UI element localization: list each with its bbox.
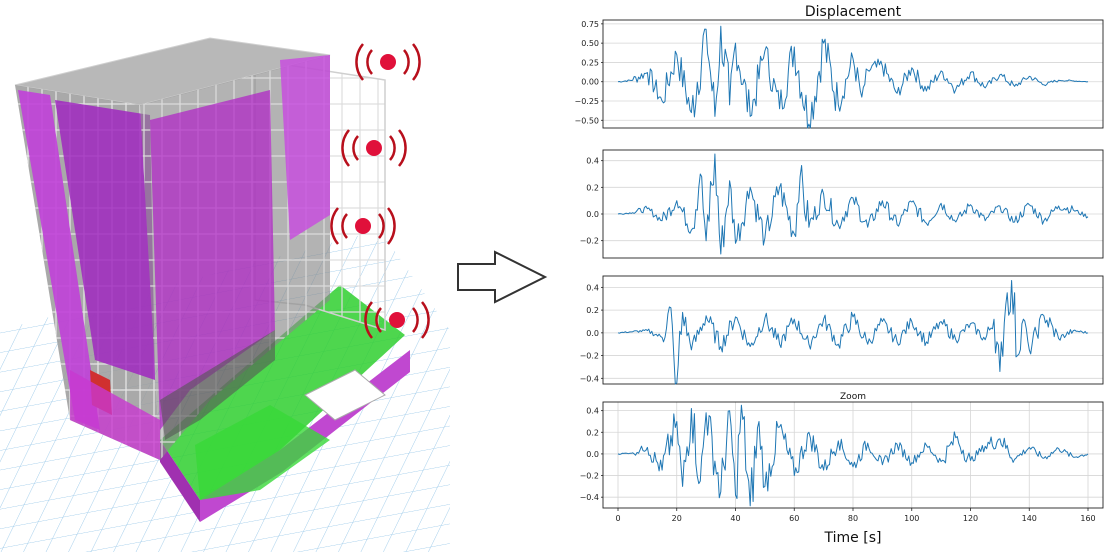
y-tick-label: 0.4: [586, 283, 599, 292]
x-tick-label: 100: [904, 514, 919, 523]
y-tick-label: −0.2: [580, 472, 599, 481]
series-line: [617, 25, 1089, 129]
x-tick-label: 60: [789, 514, 799, 523]
x-tick-label: 80: [848, 514, 858, 523]
chart-panel-2: 0.4 0.2 0.0 −0.2: [580, 149, 1104, 259]
facade-base-pink: [70, 370, 160, 460]
chart-title: Displacement: [805, 4, 902, 20]
x-tick-label: 160: [1080, 514, 1095, 523]
x-tick-label: 40: [730, 514, 740, 523]
y-tick-label: 0.0: [586, 210, 599, 219]
y-tick-label: 0.50: [581, 39, 599, 48]
series-line: [617, 404, 1089, 507]
y-tick-label: −0.4: [580, 493, 599, 502]
core-wall-mid: [55, 100, 155, 380]
y-tick-label: 0.25: [581, 58, 599, 67]
x-tick-label: 120: [963, 514, 978, 523]
slab-wall-left: [160, 440, 200, 522]
y-tick-label: 0.75: [581, 20, 599, 29]
y-tick-label: 0.00: [581, 78, 599, 87]
sensor-icon: [341, 129, 407, 167]
y-tick-label: −0.50: [574, 116, 599, 125]
plot-frame: [602, 275, 1104, 385]
series-line: [617, 153, 1089, 255]
y-tick-label: −0.2: [580, 237, 599, 246]
slab-opening: [304, 369, 386, 421]
y-tick-label: 0.4: [586, 157, 599, 166]
y-tick-label: 0.0: [586, 450, 599, 459]
base-dark: [160, 330, 275, 440]
y-tick-label: −0.4: [580, 374, 599, 383]
chart-panel-3: 0.4 0.2 0.0 −0.2 −0.4: [580, 275, 1104, 385]
y-tick-label: 0.4: [586, 407, 599, 416]
y-tick-label: −0.25: [574, 97, 599, 106]
sensor-icon: [355, 43, 421, 81]
plot-frame: [602, 149, 1104, 259]
series-line: [617, 280, 1089, 385]
core-wall-front: [150, 90, 275, 430]
chart-panel-1: 0.75 0.50 0.25 0.00 −0.25 −0.50 Displacement: [574, 4, 1104, 129]
y-tick-label: −0.2: [580, 352, 599, 361]
arrow-right-icon: [457, 250, 548, 304]
x-tick-label: 20: [672, 514, 682, 523]
chart-panel-4: 0.4 0.2 0.0 −0.2 −0.4 0 20 40 60 80 100 120 140 160 Zo…: [580, 392, 1104, 546]
y-tick-label: 0.0: [586, 329, 599, 338]
core-wall-right: [280, 55, 330, 240]
y-tick-label: 0.2: [586, 183, 599, 192]
core-wall-left: [18, 90, 100, 430]
plot-frame: [602, 19, 1104, 129]
sensor-icon: [364, 301, 430, 339]
inner-slab: [195, 405, 330, 500]
y-tick-label: 0.2: [586, 306, 599, 315]
displacement-charts: 0.750.500.250.00−0.25−0.50Displacement0.…: [574, 4, 1104, 546]
building-model: [0, 37, 450, 552]
x-tick-label: 140: [1022, 514, 1037, 523]
y-tick-label: 0.2: [586, 428, 599, 437]
x-axis-label: Time [s]: [824, 530, 882, 546]
sensor-icon: [330, 207, 396, 245]
chart-title: Zoom: [840, 392, 866, 402]
x-tick-label: 0: [615, 514, 620, 523]
